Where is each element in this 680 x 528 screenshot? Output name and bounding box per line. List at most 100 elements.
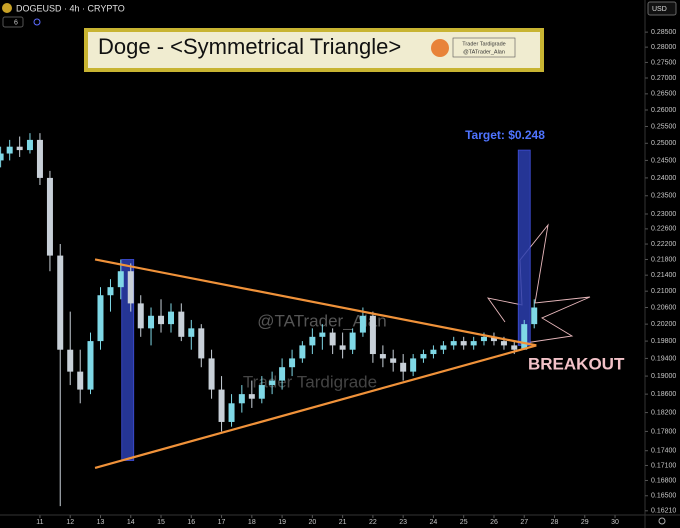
y-tick-label: 0.18200 [651, 409, 676, 416]
symbol-icon [2, 3, 12, 13]
candle-body [359, 315, 366, 333]
x-tick-label: 28 [551, 519, 559, 526]
indicator-icon [33, 18, 41, 26]
candle-body [188, 328, 195, 337]
candle-body [400, 362, 407, 372]
candle-body [470, 341, 477, 346]
logo-name: Trader Tardigrade [462, 41, 505, 47]
candle-body [26, 139, 33, 151]
logo-handle: @TATrader_Alan [463, 49, 505, 55]
candle-body [218, 389, 225, 422]
breakout-label: BREAKOUT [528, 354, 625, 373]
candle-body [16, 146, 23, 151]
candle-body [450, 341, 457, 346]
y-tick-label: 0.27000 [651, 75, 676, 82]
candle-body [379, 354, 386, 359]
y-tick-label: 0.24500 [651, 157, 676, 164]
candle-body [117, 271, 124, 288]
plot [0, 133, 538, 507]
candle-body [178, 311, 185, 337]
candle-body [289, 358, 296, 368]
x-tick-label: 16 [187, 519, 195, 526]
candle-body [198, 328, 205, 359]
candle-body [299, 345, 306, 359]
y-tick-label: 0.21000 [651, 288, 676, 295]
x-tick-label: 24 [430, 519, 438, 526]
currency-button[interactable] [647, 1, 677, 16]
candle-body [208, 358, 215, 390]
candle-body [77, 371, 84, 390]
indicator-toggle[interactable] [2, 16, 24, 28]
x-tick-label: 22 [369, 519, 377, 526]
candle-body [410, 358, 417, 372]
y-tick-label: 0.18600 [651, 391, 676, 398]
candle-body [279, 367, 286, 381]
candle-body [420, 354, 427, 359]
candle-body [500, 341, 507, 346]
y-tick-label: 0.28500 [651, 29, 676, 36]
candle-body [148, 315, 155, 329]
y-tick-label: 0.17100 [651, 462, 676, 469]
y-tick-label: 0.22200 [651, 241, 676, 248]
chart-title: Doge - <Symmetrical Triangle> [98, 34, 401, 59]
currency-label: USD [652, 6, 667, 13]
title-box [84, 28, 544, 72]
watermark: @TATrader_Alan [257, 311, 386, 330]
candle-body [319, 332, 326, 337]
candle-body [97, 295, 104, 342]
x-tick-label: 25 [460, 519, 468, 526]
x-tick-label: 21 [339, 519, 347, 526]
candle-body [87, 341, 94, 390]
candle-body [440, 345, 447, 350]
x-tick-label: 11 [36, 519, 43, 526]
candle-body [490, 336, 497, 342]
y-tick-label: 0.24000 [651, 175, 676, 182]
watermark: Trader Tardigrade [243, 372, 377, 391]
candle-body [369, 315, 376, 355]
candle-body [6, 146, 13, 154]
indicator-count: 6 [14, 19, 18, 26]
x-tick-label: 12 [66, 519, 74, 526]
candle-body [339, 345, 346, 350]
candle-body [0, 153, 4, 161]
x-tick-label: 27 [520, 519, 528, 526]
breakout-burst [486, 223, 591, 344]
candle-body [238, 394, 245, 404]
y-tick-label: 0.25000 [651, 140, 676, 147]
candle-body [127, 271, 134, 304]
candle-body [269, 380, 276, 386]
candle-body [46, 177, 53, 256]
x-tick-label: 26 [490, 519, 498, 526]
x-tick-label: 19 [278, 519, 286, 526]
y-tick-label: 0.23500 [651, 193, 676, 200]
y-tick-label: 0.17400 [651, 448, 676, 455]
candle-body [228, 403, 235, 422]
logo-icon [431, 39, 449, 57]
logo-frame [452, 37, 516, 58]
y-tick-label: 0.19000 [651, 373, 676, 380]
trendline [94, 258, 537, 347]
candle-body [137, 303, 144, 329]
x-tick-label: 13 [97, 519, 105, 526]
y-tick-label: 0.25500 [651, 123, 676, 130]
y-tick-label: 0.19400 [651, 355, 676, 362]
candle-body [67, 349, 74, 372]
x-tick-label: 23 [399, 519, 407, 526]
y-tick-label: 0.20600 [651, 304, 676, 311]
y-tick-label: 0.26500 [651, 91, 676, 98]
y-tick-label: 0.22600 [651, 226, 676, 233]
settings-icon[interactable] [658, 517, 666, 525]
candle-body [531, 307, 538, 325]
y-tick-label: 0.16800 [651, 477, 676, 484]
x-tick-label: 17 [218, 519, 226, 526]
y-tick-label: 0.17800 [651, 428, 676, 435]
x-tick-label: 20 [308, 519, 316, 526]
candle-body [349, 332, 356, 350]
y-tick-label: 0.21400 [651, 272, 676, 279]
y-tick-label: 0.20200 [651, 321, 676, 328]
y-tick-label: 0.27500 [651, 59, 676, 66]
y-tick-label: 0.16500 [651, 493, 676, 500]
y-tick-label: 0.19800 [651, 338, 676, 345]
